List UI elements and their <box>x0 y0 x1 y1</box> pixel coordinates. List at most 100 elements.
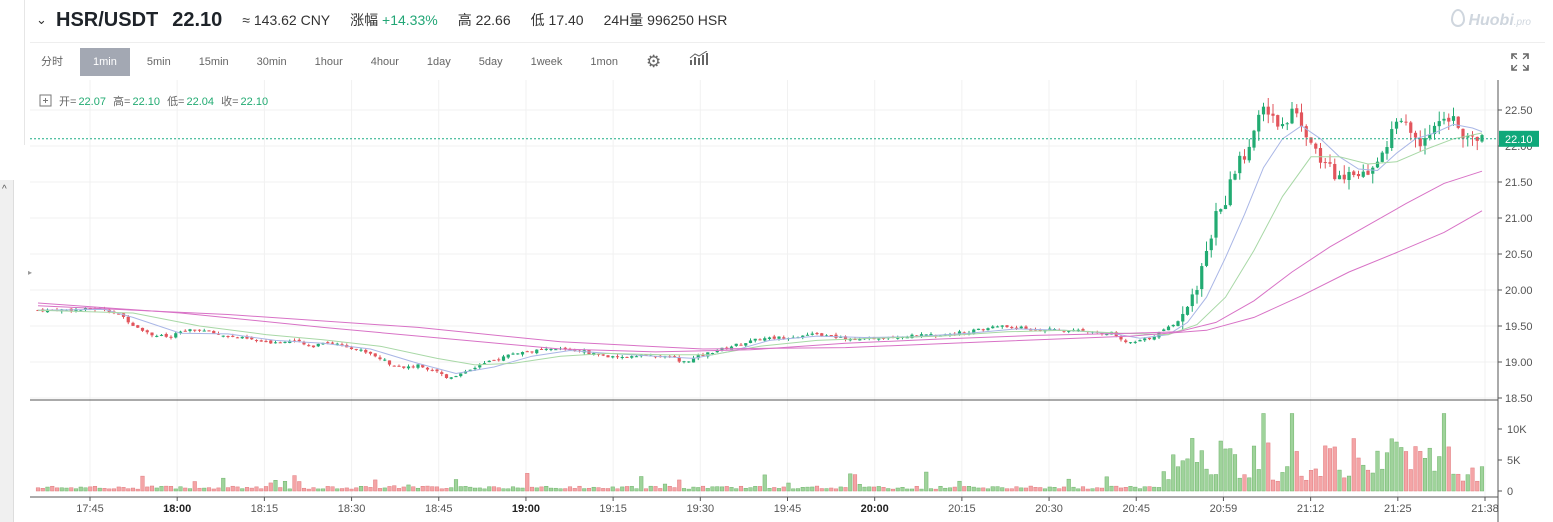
time-tick-label: 18:45 <box>425 503 453 515</box>
change-stat: 涨幅 +14.33% <box>350 10 438 30</box>
volume-bar <box>743 488 748 492</box>
volume-bar <box>1261 413 1266 492</box>
volume-bar <box>216 487 221 492</box>
volume-bar <box>643 488 649 492</box>
volume-bar <box>1213 474 1219 492</box>
volume-bar <box>525 473 530 492</box>
candle-body <box>1247 146 1251 161</box>
candle-body <box>1233 173 1237 180</box>
high-value: 22.66 <box>475 12 511 28</box>
fullscreen-button[interactable] <box>1511 53 1529 76</box>
volume-bar <box>895 487 900 492</box>
volume-bar <box>601 488 606 492</box>
candle-body <box>1352 171 1356 175</box>
volume-bar <box>311 487 316 492</box>
pair-name[interactable]: HSR/USDT <box>56 8 159 31</box>
volume-bar <box>876 486 881 492</box>
candle-body <box>482 363 487 365</box>
interval-30min[interactable]: 30min <box>256 56 287 68</box>
volume-bar <box>667 485 672 492</box>
volume-bar <box>1000 487 1005 492</box>
candle-body <box>976 328 981 330</box>
volume-bar <box>1133 486 1138 492</box>
candle-body <box>1466 135 1470 138</box>
candle-body <box>411 366 415 368</box>
scroll-up-icon[interactable]: ^ <box>2 184 7 195</box>
indicator-button[interactable] <box>678 48 720 76</box>
candle-body <box>1276 115 1280 127</box>
volume-bar <box>1152 486 1157 492</box>
interval-15min[interactable]: 15min <box>198 56 229 68</box>
interval-1day[interactable]: 1day <box>426 56 451 68</box>
volume-bar <box>515 487 520 492</box>
settings-button[interactable]: ⚙ <box>635 48 672 76</box>
candle-body <box>506 354 510 358</box>
volume-bar <box>506 488 511 492</box>
volume-bar <box>1413 446 1418 492</box>
candle-body <box>1029 329 1033 331</box>
volume-bar <box>221 477 226 492</box>
candle-body <box>159 334 164 336</box>
volume-bar <box>349 488 354 492</box>
volume-bar <box>1047 486 1052 492</box>
moving-average-lines <box>37 123 1483 375</box>
volume-bar <box>1247 477 1252 492</box>
volume-tick-label: 5K <box>1507 455 1521 467</box>
candle-body <box>164 334 168 337</box>
candle-body <box>1385 147 1389 154</box>
time-tick-label: 21:25 <box>1384 503 1412 515</box>
chevron-down-icon[interactable]: ⌄ <box>36 12 47 27</box>
volume-bar <box>1418 451 1423 492</box>
volume-bar <box>1251 445 1257 492</box>
time-tick-label: 20:45 <box>1122 503 1150 515</box>
kline-chart[interactable]: 22.5022.0021.5021.0020.5020.0019.5019.00… <box>30 80 1545 522</box>
interval-1hour[interactable]: 1hour <box>314 56 343 68</box>
candle-body <box>221 335 225 337</box>
left-scrollbar[interactable] <box>0 180 14 522</box>
interval-1min[interactable]: 1min <box>80 48 130 76</box>
volume-bar <box>677 479 682 492</box>
candle-body <box>1219 209 1223 212</box>
volume-bar <box>577 485 582 492</box>
candle-body <box>753 338 757 341</box>
volume-bar <box>173 488 178 492</box>
volume-bar <box>102 488 107 492</box>
interval-4hour[interactable]: 4hour <box>370 56 399 68</box>
volume-bar <box>1342 477 1347 492</box>
volume-bar <box>430 486 435 492</box>
candle-body <box>511 353 515 355</box>
candle-body <box>444 374 449 379</box>
volume-bar <box>567 486 573 492</box>
candle-body <box>1366 170 1370 175</box>
candle-body <box>896 337 900 339</box>
price-tick-label: 21.50 <box>1505 177 1533 189</box>
candle-body <box>772 336 776 339</box>
volume-bar <box>292 475 297 492</box>
candle-body <box>1314 143 1318 149</box>
candle-body <box>777 336 781 339</box>
interval-1mon[interactable]: 1mon <box>590 56 618 68</box>
volume-bar <box>582 488 587 492</box>
candle-body <box>758 339 762 341</box>
interval-5day[interactable]: 5day <box>478 56 503 68</box>
volume-bar <box>605 488 611 492</box>
candle-body <box>226 336 230 338</box>
low-label: 低 <box>530 12 545 28</box>
volume-bar <box>886 488 891 492</box>
candle-body <box>601 354 605 356</box>
volume-bar <box>710 486 715 492</box>
expand-handle-icon[interactable]: ▸ <box>28 268 33 277</box>
candle-body <box>468 369 472 372</box>
candle-body <box>397 365 401 367</box>
volume-axis-ticks: 10K 5K 0 <box>1498 424 1527 498</box>
interval-1week[interactable]: 1week <box>530 56 563 68</box>
volume-bar <box>1237 477 1242 492</box>
volume-bar <box>729 487 734 492</box>
volume-bar <box>962 486 967 492</box>
candle-body <box>810 333 814 335</box>
interval-timeline[interactable]: 分时 <box>41 56 63 68</box>
volume-value: 996250 HSR <box>647 12 728 28</box>
interval-5min[interactable]: 5min <box>146 56 171 68</box>
candle-body <box>316 343 320 347</box>
volume-bar <box>1456 473 1461 492</box>
